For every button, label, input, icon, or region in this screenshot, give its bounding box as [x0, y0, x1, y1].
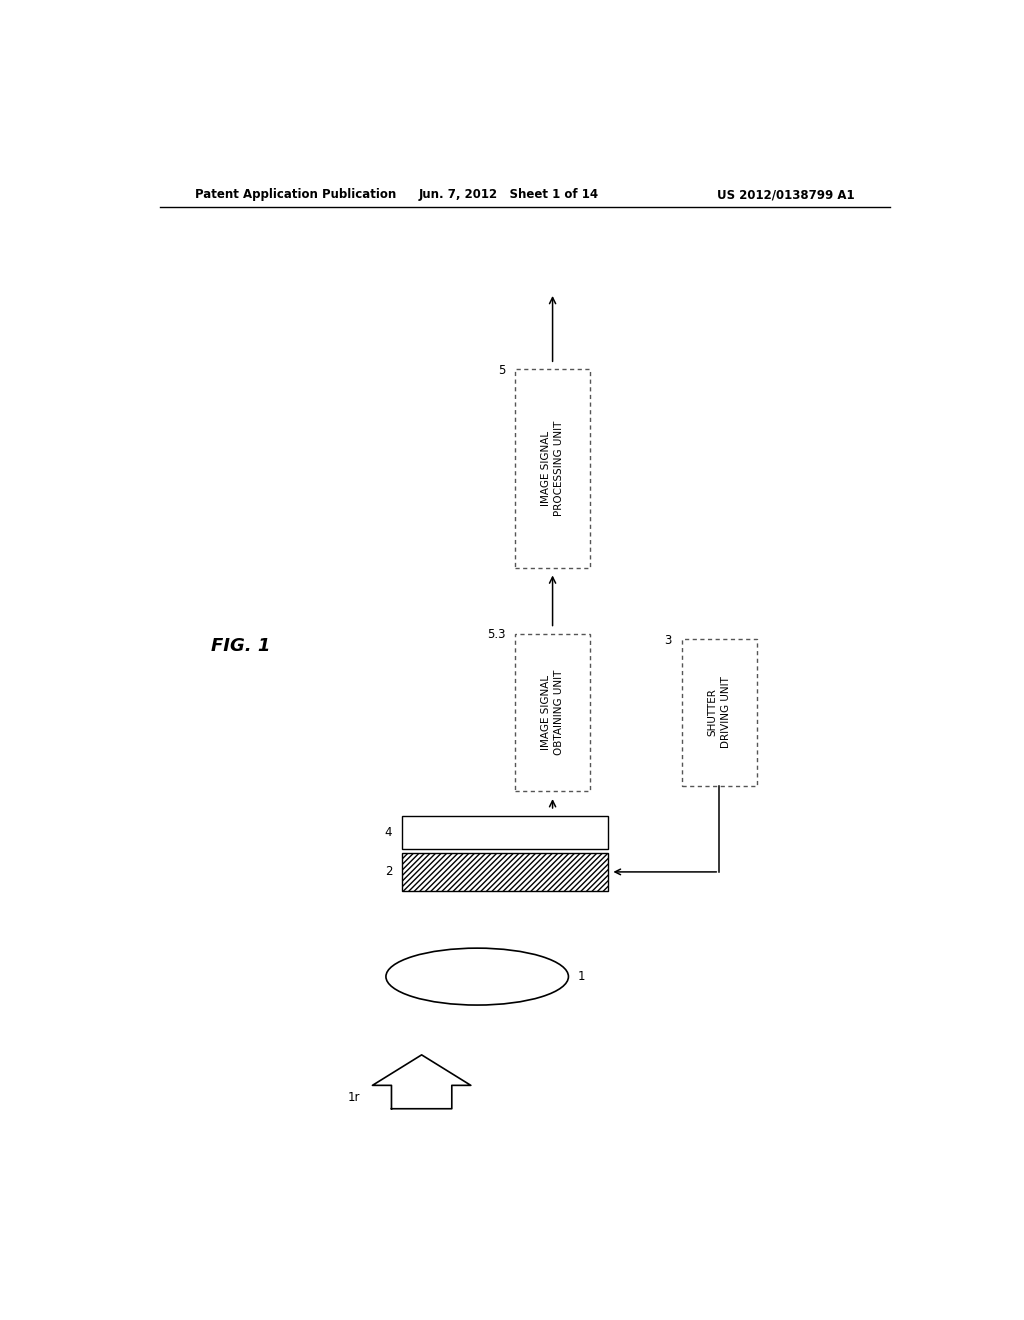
Bar — [515, 370, 590, 568]
Text: IMAGE SIGNAL
PROCESSING UNIT: IMAGE SIGNAL PROCESSING UNIT — [541, 421, 564, 516]
Bar — [682, 639, 757, 785]
Text: 1: 1 — [578, 970, 586, 983]
Text: 3: 3 — [665, 634, 672, 647]
Text: FIG. 1: FIG. 1 — [211, 638, 270, 655]
Text: 5: 5 — [498, 364, 506, 378]
Polygon shape — [373, 1055, 471, 1109]
Text: 2: 2 — [385, 866, 392, 878]
Text: Jun. 7, 2012   Sheet 1 of 14: Jun. 7, 2012 Sheet 1 of 14 — [419, 189, 599, 202]
Text: IMAGE SIGNAL
OBTAINING UNIT: IMAGE SIGNAL OBTAINING UNIT — [541, 669, 564, 755]
Text: US 2012/0138799 A1: US 2012/0138799 A1 — [717, 189, 854, 202]
Text: Patent Application Publication: Patent Application Publication — [196, 189, 396, 202]
Bar — [401, 853, 608, 891]
Bar — [401, 816, 608, 849]
Ellipse shape — [386, 948, 568, 1005]
Text: SHUTTER
DRIVING UNIT: SHUTTER DRIVING UNIT — [708, 676, 731, 748]
Bar — [515, 634, 590, 791]
Text: 4: 4 — [385, 826, 392, 838]
Text: 5.3: 5.3 — [486, 628, 506, 642]
Text: 1r: 1r — [348, 1090, 360, 1104]
